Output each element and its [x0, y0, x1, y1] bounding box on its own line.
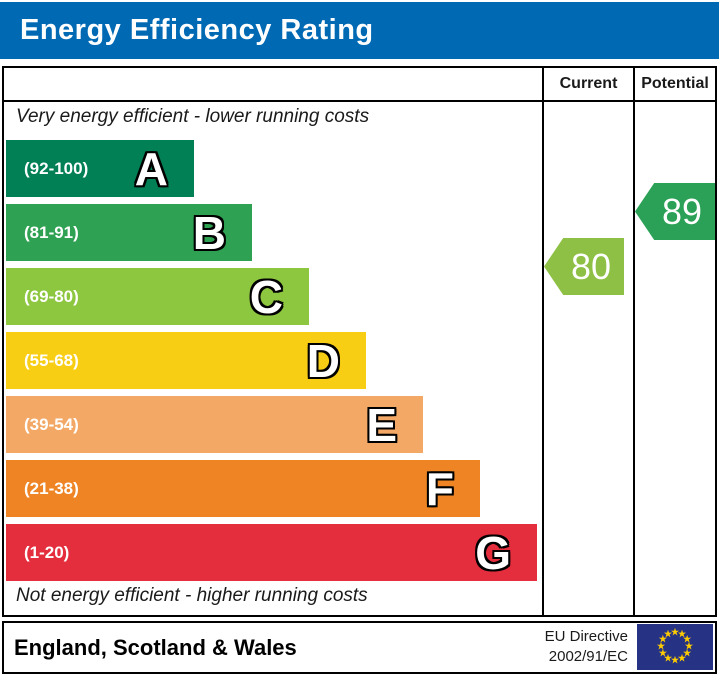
column-divider-potential	[633, 68, 635, 615]
band-a: (92-100) A	[6, 140, 194, 197]
band-letter: C	[249, 270, 283, 323]
band-b: (81-91) B	[6, 204, 252, 261]
band-letter: D	[306, 334, 340, 387]
band-range-label: (81-91)	[24, 222, 79, 242]
band-g: (1-20) G	[6, 524, 537, 581]
band-f: (21-38) F	[6, 460, 480, 517]
current-rating-arrow: 80	[544, 238, 624, 295]
footer: England, Scotland & Wales EU Directive 2…	[2, 621, 717, 674]
eu-directive-line2: 2002/91/EC	[548, 648, 628, 665]
potential-rating-value: 89	[661, 190, 703, 232]
region-label: England, Scotland & Wales	[14, 634, 297, 660]
band-letter: G	[475, 526, 511, 579]
eu-directive-line1: EU Directive	[544, 628, 628, 645]
current-rating-value: 80	[570, 245, 612, 287]
band-range-label: (21-38)	[24, 478, 79, 498]
band-range-label: (69-80)	[24, 286, 79, 306]
top-note: Very energy efficient - lower running co…	[16, 106, 370, 127]
header-divider	[4, 100, 715, 102]
bands: (92-100) A (81-91) B (69-80) C (55-68) D (39-54)…	[4, 68, 715, 615]
band-letter: A	[134, 142, 168, 195]
band-c: (69-80) C	[6, 268, 309, 325]
eu-flag-icon	[637, 624, 713, 670]
column-header-current: Current	[559, 75, 618, 92]
band-range-label: (39-54)	[24, 414, 79, 434]
band-range-label: (1-20)	[24, 542, 70, 562]
band-letter: B	[192, 206, 226, 259]
title-bar: Energy Efficiency Rating	[0, 2, 719, 59]
band-letter: F	[425, 462, 454, 515]
potential-rating-arrow: 89	[635, 183, 715, 240]
band-range-label: (92-100)	[24, 158, 89, 178]
band-range-label: (55-68)	[24, 350, 79, 370]
band-d: (55-68) D	[6, 332, 366, 389]
bottom-note: Not energy efficient - higher running co…	[16, 585, 368, 606]
column-divider-current	[542, 68, 544, 615]
page-title: Energy Efficiency Rating	[20, 14, 374, 46]
rating-table: Current Potential Very energy efficient …	[2, 66, 717, 617]
column-header-potential: Potential	[641, 75, 709, 92]
band-e: (39-54) E	[6, 396, 423, 453]
eu-directive-label: EU Directive 2002/91/EC	[545, 627, 628, 667]
band-letter: E	[366, 398, 397, 451]
